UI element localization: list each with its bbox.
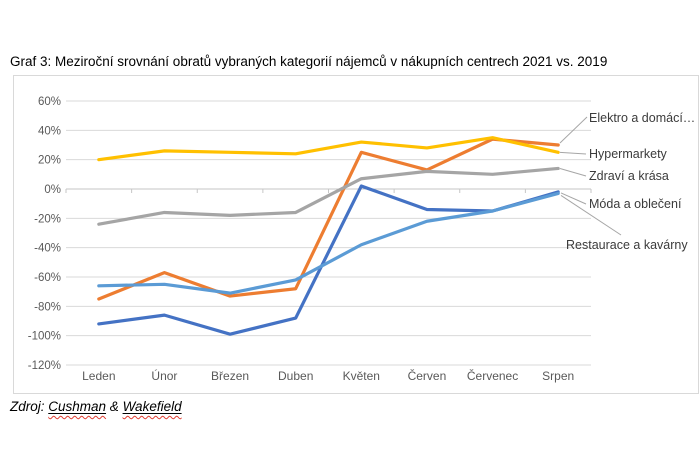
series-annotations: Elektro a domácí… Hypermarkety Zdraví a kr… [559,111,695,252]
x-axis-label: Červenec [467,368,518,383]
series-lines [97,136,560,336]
series-line-zdravi-a-krasa [97,166,560,226]
series-line-hypermarkety [97,136,560,162]
series-label-restaurace-a-kavarny: Restaurace a kavárny [566,238,688,252]
y-axis-label: 60% [38,96,61,108]
leader-line-hypermarkety [559,151,587,155]
y-axis-label: -40% [34,243,61,255]
x-axis-label: Červen [408,368,447,383]
source-link-wakefield[interactable]: Wakefield [122,399,182,414]
chart-container: 60% 40% 20% 0% -20% -40% -60% -80% -100% -120% Led… [13,75,699,394]
leader-line-elektro [559,116,588,144]
leader-line-zdravi-a-krasa [559,167,587,177]
x-axis-labels: Leden Únor Březen Duben Květen Červen Červenec… [82,368,574,383]
y-axis-labels: 60% 40% 20% 0% -20% -40% -60% -80% -100% -120% [28,96,61,372]
source-link-cushman[interactable]: Cushman [48,399,107,414]
leader-line-restaurace-a-kavarny [560,194,622,236]
y-axis-label: -20% [34,213,61,225]
y-axis-label: -120% [28,360,61,372]
series-label-hypermarkety: Hypermarkety [589,147,668,161]
series-line-elektro [97,137,560,301]
y-axis-label: 40% [38,125,61,137]
source-ampersand: & [106,399,123,414]
series-label-zdravi-a-krasa: Zdraví a krása [589,169,669,183]
leader-line-moda-a-obleceni [560,192,587,205]
source-note: Zdroj: Cushman & Wakefield [10,399,182,414]
x-axis-label: Únor [151,368,177,383]
y-axis-label: -80% [34,301,61,313]
x-axis-label: Květen [343,369,380,383]
y-axis-label: -60% [34,272,61,284]
series-line-restaurace-a-kavarny [97,191,560,295]
source-prefix: Zdroj: [10,399,49,414]
x-axis-label: Březen [211,369,249,383]
y-axis-label: 20% [38,155,61,167]
line-chart: 60% 40% 20% 0% -20% -40% -60% -80% -100% -120% Led… [28,96,696,383]
y-axis-label: 0% [44,184,61,196]
x-axis-label: Leden [82,369,115,383]
series-line-moda-a-obleceni [97,184,560,336]
series-label-elektro: Elektro a domácí… [589,111,695,125]
series-label-moda-a-obleceni: Móda a oblečení [589,197,682,211]
x-axis-label: Duben [278,369,313,383]
chart-title: Graf 3: Meziroční srovnání obratů vybran… [10,54,608,69]
y-axis-label: -100% [28,331,61,343]
x-axis-ticks [65,189,592,193]
x-axis-label: Srpen [542,369,574,383]
